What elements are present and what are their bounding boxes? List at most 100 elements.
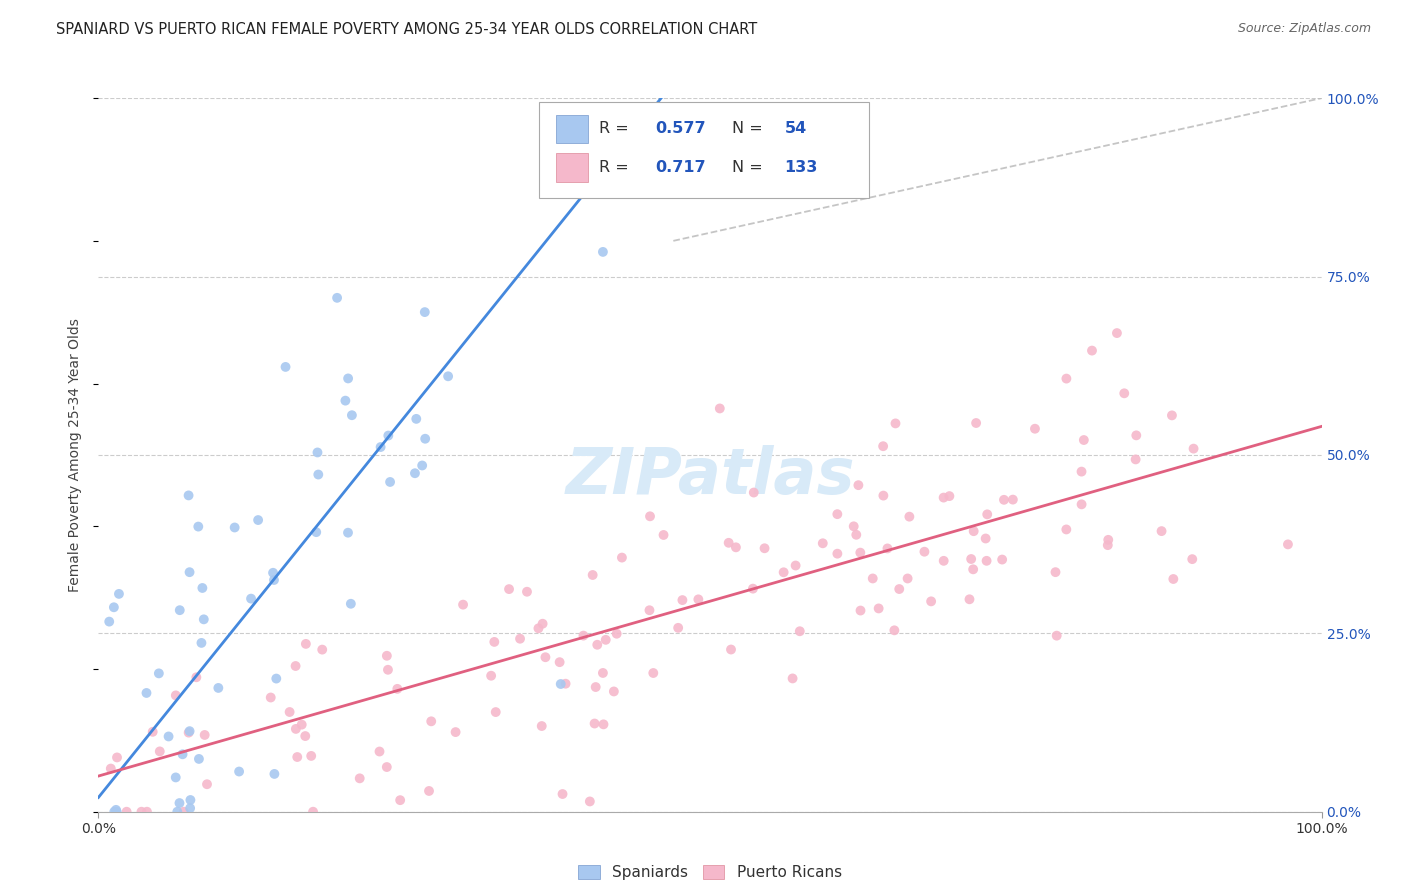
Point	[772, 566, 794, 580]
Point	[932, 491, 955, 505]
Point	[889, 582, 911, 596]
Point	[240, 591, 263, 606]
Point	[720, 642, 742, 657]
Text: R =: R =	[599, 121, 634, 136]
Point	[405, 412, 427, 426]
Point	[872, 489, 894, 503]
Point	[1163, 572, 1185, 586]
Text: Source: ZipAtlas.com: Source: ZipAtlas.com	[1237, 22, 1371, 36]
Point	[554, 676, 576, 690]
Point	[1097, 538, 1119, 552]
Point	[897, 572, 920, 586]
Point	[610, 550, 633, 565]
Point	[849, 603, 872, 617]
Point	[307, 467, 329, 482]
Point	[285, 750, 308, 764]
Point	[131, 805, 153, 819]
Point	[451, 598, 474, 612]
Point	[842, 519, 865, 533]
Point	[960, 552, 983, 566]
Point	[551, 787, 574, 801]
Point	[190, 636, 212, 650]
Point	[413, 305, 436, 319]
Point	[179, 724, 201, 739]
Text: R =: R =	[599, 160, 634, 175]
FancyBboxPatch shape	[538, 102, 869, 198]
Point	[550, 677, 572, 691]
Point	[105, 803, 128, 817]
Point	[1097, 533, 1119, 547]
Point	[963, 524, 986, 538]
Point	[479, 669, 502, 683]
Point	[349, 772, 371, 786]
Point	[652, 528, 675, 542]
Point	[534, 650, 557, 665]
Point	[274, 359, 297, 374]
Point	[179, 801, 201, 815]
Point	[179, 565, 201, 579]
Point	[1150, 524, 1173, 538]
Point	[337, 371, 360, 385]
Point	[194, 728, 217, 742]
Point	[103, 600, 125, 615]
Point	[370, 440, 392, 454]
Point	[638, 509, 661, 524]
Point	[411, 458, 433, 473]
Point	[157, 730, 180, 744]
Point	[142, 724, 165, 739]
Point	[186, 670, 208, 684]
Point	[172, 747, 194, 762]
Point	[884, 417, 907, 431]
Point	[337, 525, 360, 540]
Point	[592, 665, 614, 680]
Point	[789, 624, 811, 639]
Point	[149, 744, 172, 758]
Point	[169, 796, 191, 810]
Text: SPANIARD VS PUERTO RICAN FEMALE POVERTY AMONG 25-34 YEAR OLDS CORRELATION CHART: SPANIARD VS PUERTO RICAN FEMALE POVERTY …	[56, 22, 758, 37]
Point	[311, 642, 333, 657]
Point	[1001, 492, 1024, 507]
Point	[418, 784, 440, 798]
Point	[962, 562, 984, 576]
Point	[404, 467, 426, 481]
Point	[305, 525, 328, 540]
Point	[920, 594, 942, 608]
Point	[100, 762, 122, 776]
Point	[247, 513, 270, 527]
Point	[1054, 523, 1077, 537]
Point	[876, 541, 898, 556]
FancyBboxPatch shape	[555, 153, 588, 182]
Point	[717, 536, 740, 550]
Point	[377, 428, 399, 442]
Point	[260, 690, 283, 705]
Point	[1182, 442, 1205, 456]
Point	[263, 573, 285, 587]
Point	[754, 541, 776, 556]
Point	[974, 532, 997, 546]
Point	[1081, 343, 1104, 358]
Point	[595, 632, 617, 647]
Point	[191, 581, 214, 595]
Point	[224, 520, 246, 534]
Point	[207, 681, 229, 695]
Point	[295, 637, 318, 651]
Point	[375, 760, 398, 774]
Text: 0.717: 0.717	[655, 160, 706, 175]
Point	[148, 666, 170, 681]
Point	[187, 519, 209, 533]
Point	[413, 432, 436, 446]
Point	[444, 725, 467, 739]
Point	[582, 568, 605, 582]
Point	[179, 793, 201, 807]
Point	[848, 478, 870, 492]
Point	[1277, 537, 1299, 551]
Text: N =: N =	[733, 160, 768, 175]
Point	[516, 584, 538, 599]
Point	[262, 566, 284, 580]
Point	[326, 291, 349, 305]
Point	[572, 629, 595, 643]
Point	[340, 597, 363, 611]
Point	[177, 725, 200, 739]
Point	[1073, 433, 1095, 447]
Point	[548, 655, 571, 669]
